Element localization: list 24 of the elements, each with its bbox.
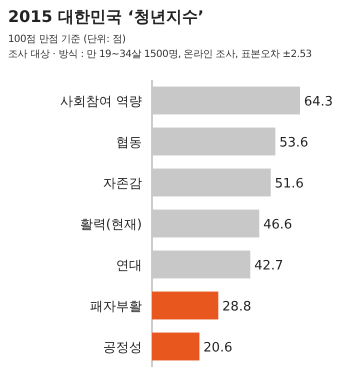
bar: [152, 332, 200, 360]
y-tick-label: 연대: [116, 258, 142, 274]
bar: [152, 86, 300, 114]
bar: [152, 292, 218, 320]
bar: [152, 250, 250, 278]
bar: [152, 168, 271, 196]
y-tick-label: 활력(현재): [80, 218, 142, 232]
data-label: 28.8: [222, 300, 252, 314]
chart-title: 2015 대한민국 ‘청년지수’: [8, 7, 204, 26]
text: 조사 대상 · 방식 : 만 19~34살 1500명, 온라인 조사, 표본오차 ±2.53: [8, 49, 312, 60]
data-label: 42.7: [254, 258, 284, 274]
data-label: 46.6: [263, 218, 292, 232]
y-tick-label: 협동: [116, 136, 142, 150]
data-label: 20.6: [203, 340, 232, 356]
bar: [152, 210, 260, 238]
data-label: 51.6: [274, 176, 304, 192]
text: 100점 만점 기준 (단위: 점): [8, 34, 126, 45]
y-tick-label: 공정성: [103, 340, 142, 356]
data-label: 64.3: [304, 94, 333, 110]
y-tick-label: 패자부활: [90, 300, 142, 314]
y-tick-label: 자존감: [103, 176, 142, 192]
y-tick-label: 사회참여 역량: [60, 94, 142, 110]
bar: [152, 128, 276, 156]
data-label: 53.6: [279, 136, 308, 150]
